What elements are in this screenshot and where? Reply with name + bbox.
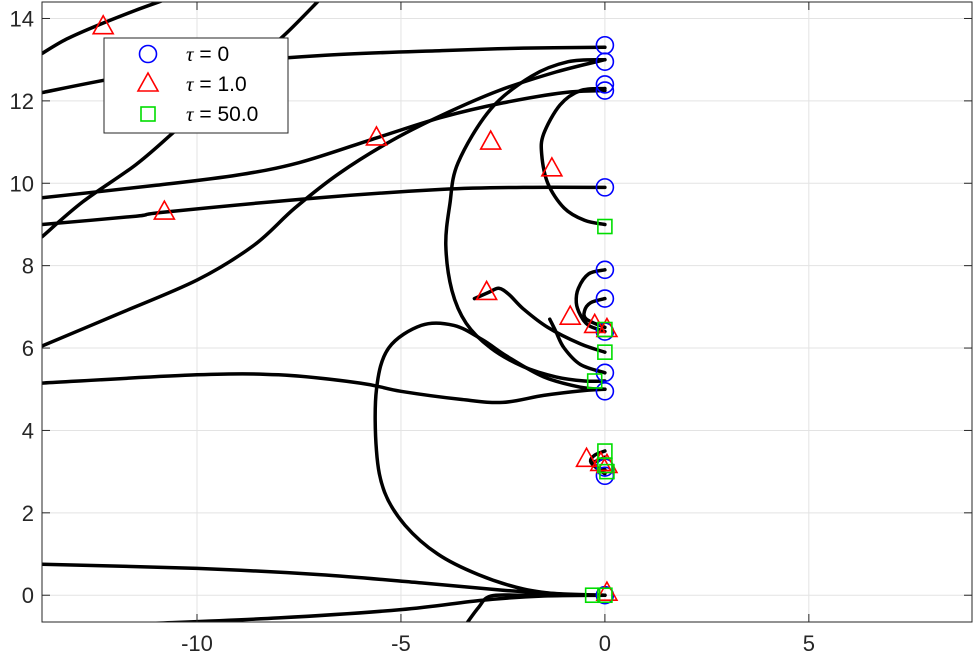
x-tick-label: -5 — [391, 631, 411, 656]
locus-curve-12 — [472, 286, 607, 354]
triangle-marker — [365, 125, 388, 146]
triangle-marker — [595, 316, 619, 338]
triangle-marker — [575, 446, 598, 468]
square-marker — [599, 463, 615, 480]
data-markers — [91, 14, 619, 605]
y-tick-label: 12 — [10, 89, 34, 114]
square-marker — [597, 344, 613, 360]
legend-box — [103, 37, 289, 134]
legend-entry-label: τ = 0 — [186, 42, 229, 66]
y-tick-label: 2 — [22, 501, 34, 526]
triangle-marker — [540, 156, 564, 177]
locus-curve-6 — [42, 372, 607, 405]
locus-curve-4 — [42, 185, 607, 227]
triangle-marker — [153, 199, 176, 220]
y-tick-label: 4 — [22, 418, 34, 443]
triangle-marker — [479, 129, 503, 150]
triangle-marker — [558, 304, 582, 325]
legend-circle-icon — [138, 44, 158, 64]
circle-marker — [595, 81, 615, 100]
locus-curve-3 — [42, 88, 607, 200]
x-tick-label: 0 — [599, 631, 611, 656]
square-marker — [586, 373, 603, 389]
locus-curve-7 — [444, 57, 607, 384]
locus-curve-18 — [465, 593, 607, 622]
triangle-marker — [475, 279, 498, 301]
y-tick-label: 14 — [10, 6, 34, 31]
legend: τ = 0 τ = 1.0 τ = 50.0 — [103, 37, 289, 134]
x-tick-label: -10 — [181, 631, 213, 656]
circle-marker — [595, 178, 615, 197]
triangle-marker — [583, 312, 607, 334]
circle-marker — [595, 289, 615, 308]
locus-curve-8 — [539, 86, 607, 227]
tick-marks — [42, 2, 972, 622]
circle-marker — [595, 382, 615, 401]
locus-curve-5 — [42, 57, 607, 348]
square-marker — [597, 321, 613, 338]
legend-square-icon — [140, 106, 156, 122]
circle-marker — [595, 260, 615, 280]
triangle-marker — [91, 14, 115, 35]
locus-curve-16 — [42, 562, 607, 597]
locus-curve-13 — [548, 317, 607, 375]
y-tick-label: 0 — [22, 583, 34, 608]
y-tick-label: 6 — [22, 336, 34, 361]
triangle-marker — [589, 450, 613, 472]
square-marker — [597, 218, 613, 235]
square-marker — [597, 587, 613, 604]
square-marker — [584, 587, 601, 604]
axes-frame — [41, 1, 973, 623]
legend-triangle-icon — [136, 71, 160, 92]
x-tick-label: 5 — [803, 631, 815, 656]
locus-curve-17 — [143, 593, 607, 622]
legend-entry-label: τ = 50.0 — [186, 102, 258, 126]
tick-labels: -10 -5 0 5 0 2 4 6 8 10 12 14 — [10, 6, 815, 656]
y-tick-label: 8 — [22, 254, 34, 279]
y-tick-label: 10 — [10, 171, 34, 196]
circle-marker — [595, 75, 615, 94]
legend-entry-label: τ = 1.0 — [186, 72, 247, 96]
circle-marker — [595, 52, 615, 72]
square-marker — [597, 457, 613, 474]
circle-marker — [595, 363, 615, 383]
locus-curve-9 — [373, 321, 607, 597]
